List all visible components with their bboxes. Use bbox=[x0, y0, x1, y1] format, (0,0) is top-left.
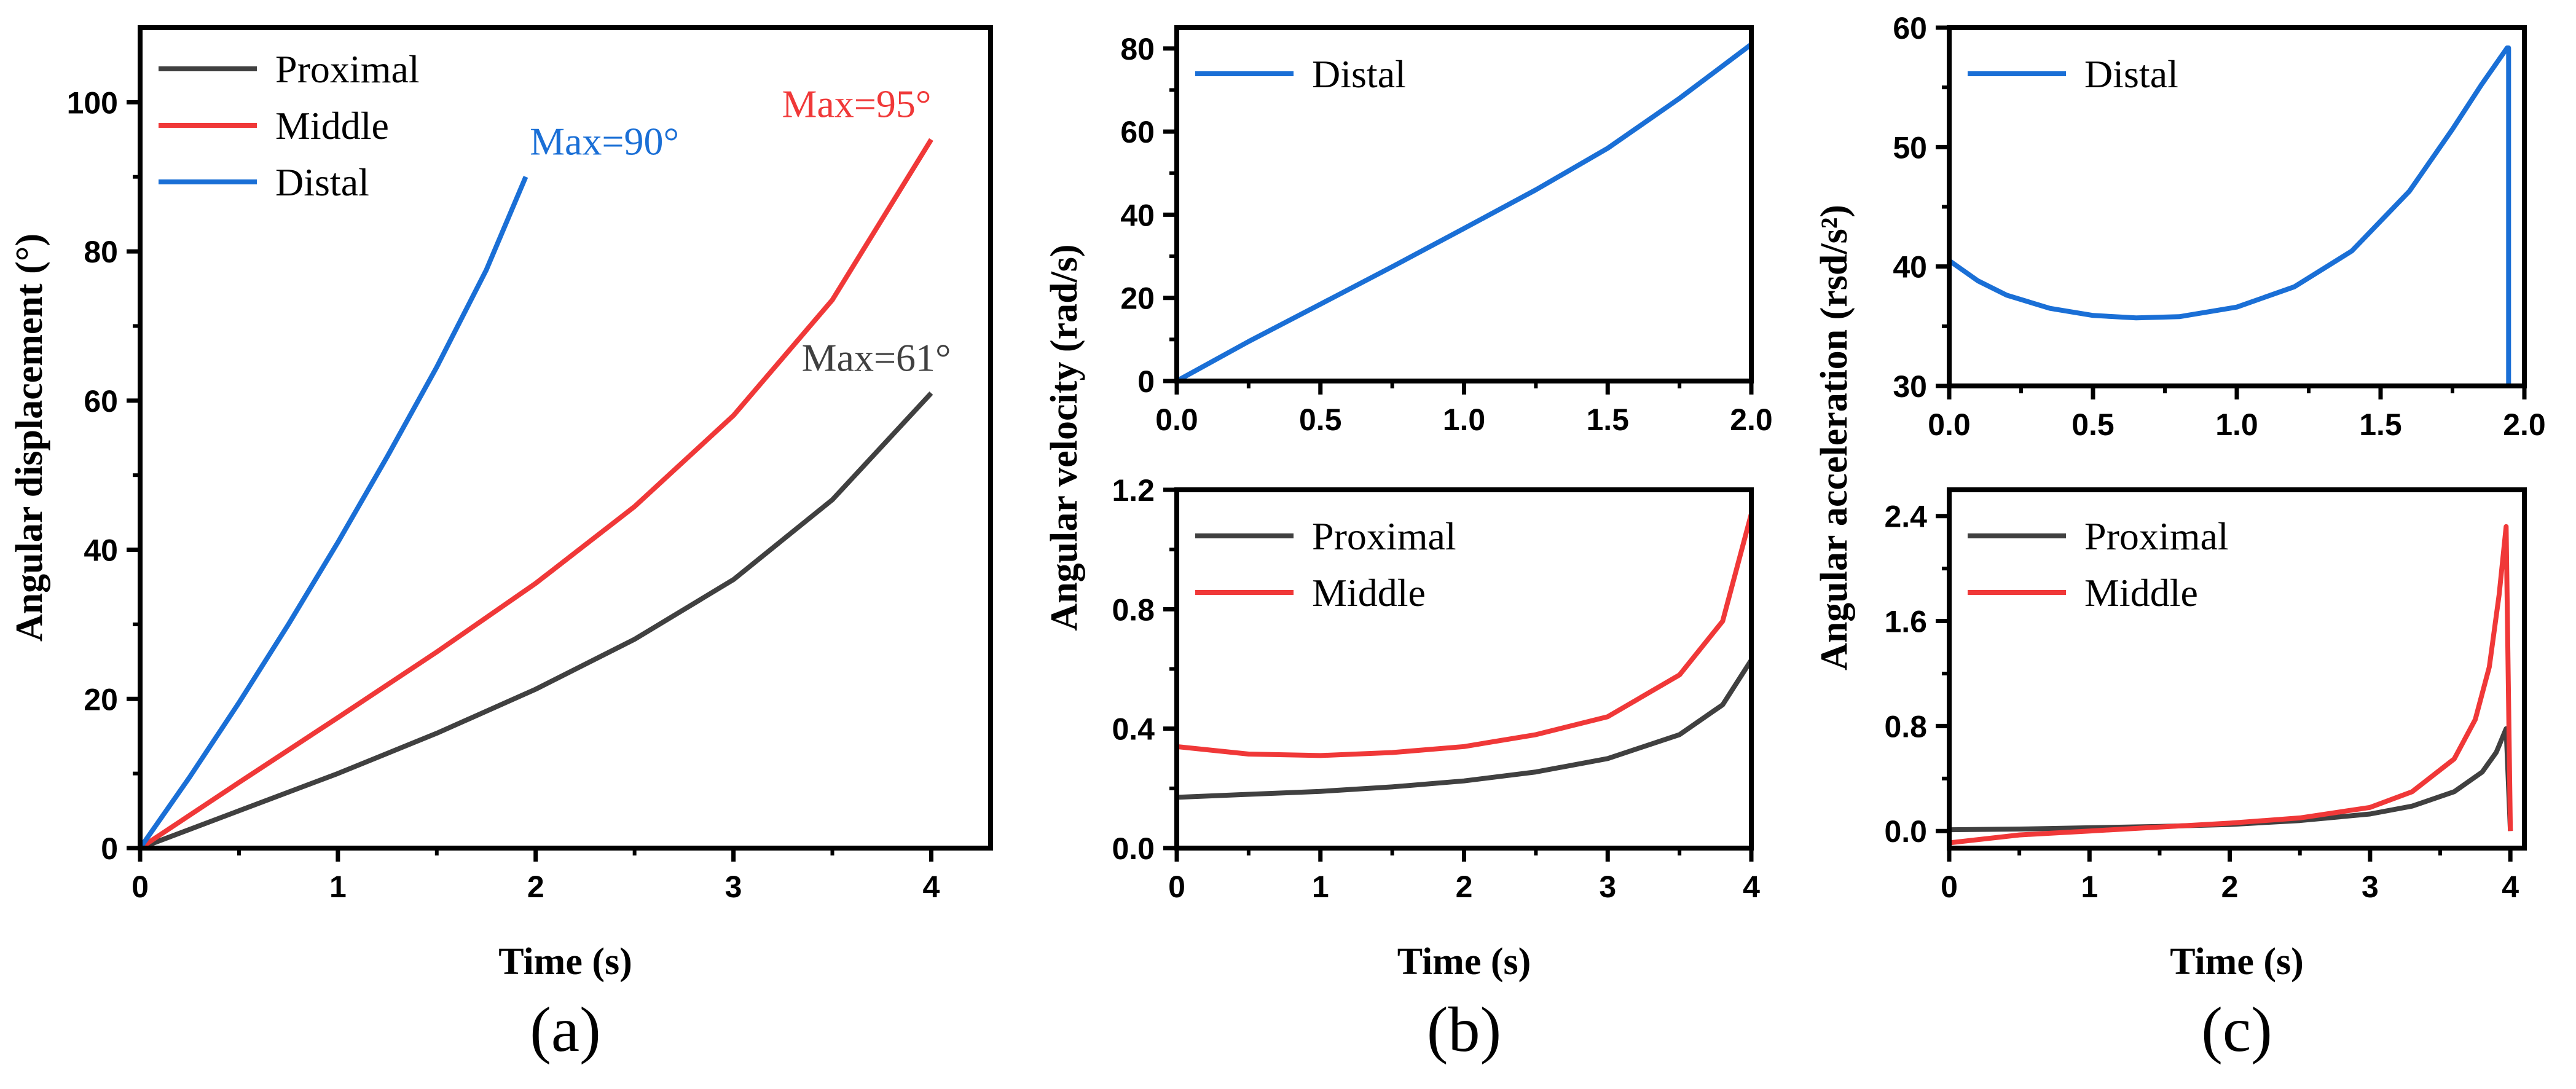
x-axis-title: Time (s) bbox=[1397, 941, 1531, 983]
y-axis-title: Angular acceleration (rsd/s²) bbox=[1813, 205, 1855, 670]
x-tick-label: 2.0 bbox=[2503, 407, 2546, 442]
y-tick-label: 40 bbox=[1120, 198, 1155, 232]
chart-panel-b-bottom: 0 1 2 3 4 0.0 0.4 0.8 1.2 Proximal Middle Time (s) A… bbox=[1043, 244, 1760, 1065]
series-line-proximal bbox=[1949, 726, 2513, 833]
series-line-proximal bbox=[1177, 658, 1751, 800]
x-tick-label: 4 bbox=[923, 870, 940, 904]
x-tick-label: 0 bbox=[132, 870, 149, 904]
legend-label-middle: Middle bbox=[2084, 571, 2198, 615]
charts-root: 0 1 2 3 4020406080100ProximalMiddleDistalMax… bbox=[9, 11, 2546, 1065]
y-tick-label: 50 bbox=[1893, 130, 1927, 165]
legend-label-distal: Distal bbox=[2084, 52, 2178, 96]
legend-label-distal: Distal bbox=[1312, 52, 1406, 96]
y-axis-title: Angular displacement (°) bbox=[9, 234, 50, 642]
x-tick-label: 3 bbox=[725, 870, 742, 904]
y-tick-label: 0.0 bbox=[1112, 831, 1155, 866]
plot-frame bbox=[1947, 487, 2527, 851]
chart-panel-b-top: 0.0 0.5 1.0 1.5 2.0 0 20 40 60 80 Distal bbox=[1120, 25, 1773, 437]
x-tick-label: 0.5 bbox=[1299, 403, 1342, 437]
x-tick-label: 4 bbox=[1743, 870, 1760, 904]
y-tick-label: 1.6 bbox=[1884, 605, 1927, 639]
chart-panel-a: 0 1 2 3 4020406080100ProximalMiddleDistalMax… bbox=[9, 25, 993, 1065]
legend-label-distal: Distal bbox=[275, 160, 369, 204]
x-axis-title: Time (s) bbox=[498, 941, 632, 983]
annotation-max: Max=95° bbox=[782, 82, 931, 126]
series-line-distal bbox=[1177, 42, 1751, 383]
x-tick-label: 1.5 bbox=[1586, 403, 1629, 437]
series-line-middle bbox=[1949, 524, 2513, 846]
x-tick-label: 2 bbox=[1456, 870, 1473, 904]
x-tick-label: 0.0 bbox=[1155, 403, 1198, 437]
x-tick-label: 2 bbox=[527, 870, 544, 904]
y-tick-label: 40 bbox=[1893, 250, 1927, 285]
x-tick-label: 1 bbox=[1312, 870, 1329, 904]
x-tick-label: 3 bbox=[1599, 870, 1616, 904]
y-tick-label: 0.4 bbox=[1112, 712, 1155, 747]
panel-label: (a) bbox=[530, 994, 600, 1065]
legend-label-middle: Middle bbox=[1312, 571, 1426, 615]
x-tick-label: 1 bbox=[329, 870, 347, 904]
x-tick-label: 2 bbox=[2221, 870, 2239, 904]
panel-label: (c) bbox=[2201, 994, 2272, 1065]
y-tick-label: 60 bbox=[84, 384, 118, 419]
legend-label-proximal: Proximal bbox=[1312, 514, 1456, 558]
series-line-middle bbox=[140, 138, 933, 851]
plot-frame bbox=[1174, 25, 1754, 383]
plot-frame bbox=[1947, 25, 2527, 388]
x-tick-label: 0.5 bbox=[2071, 407, 2115, 442]
annotation-max: Max=61° bbox=[802, 336, 951, 379]
x-tick-label: 4 bbox=[2502, 870, 2519, 904]
x-tick-label: 0 bbox=[1941, 870, 1958, 904]
y-tick-label: 80 bbox=[1120, 32, 1155, 66]
chart-panel-c-bottom: 0 1 2 3 4 0.0 0.8 1.6 2.4 Proximal Middle Time (s) A… bbox=[1813, 205, 2527, 1065]
series-line-middle bbox=[1177, 513, 1751, 758]
x-axis-title: Time (s) bbox=[2170, 941, 2304, 983]
x-tick-label: 1.0 bbox=[2215, 407, 2258, 442]
chart-panel-c-top: 0.0 0.5 1.0 1.5 2.0 30 40 50 60 Distal bbox=[1893, 11, 2545, 442]
x-tick-label: 1.5 bbox=[2359, 407, 2402, 442]
panel-label: (b) bbox=[1427, 994, 1501, 1065]
series-line-proximal bbox=[140, 391, 933, 851]
plot-frame bbox=[138, 25, 993, 851]
x-tick-label: 1.0 bbox=[1443, 403, 1486, 437]
y-tick-label: 0 bbox=[101, 831, 118, 866]
x-tick-label: 2.0 bbox=[1730, 403, 1773, 437]
y-tick-label: 60 bbox=[1120, 115, 1155, 149]
y-tick-label: 20 bbox=[84, 682, 118, 717]
legend-label-proximal: Proximal bbox=[2084, 514, 2229, 558]
x-tick-label: 3 bbox=[2362, 870, 2379, 904]
y-tick-label: 100 bbox=[67, 85, 118, 120]
x-tick-label: 0 bbox=[1168, 870, 1185, 904]
series-line-distal bbox=[1949, 45, 2511, 386]
legend-label-middle: Middle bbox=[275, 104, 389, 147]
y-tick-label: 0.8 bbox=[1112, 592, 1155, 627]
series-line-distal bbox=[140, 176, 528, 850]
y-tick-label: 60 bbox=[1893, 11, 1927, 45]
y-tick-label: 0 bbox=[1137, 364, 1155, 399]
y-tick-label: 2.4 bbox=[1884, 500, 1927, 534]
legend-label-proximal: Proximal bbox=[275, 47, 420, 91]
y-tick-label: 0.0 bbox=[1884, 814, 1927, 849]
y-tick-label: 20 bbox=[1120, 281, 1155, 316]
annotation-max: Max=90° bbox=[530, 119, 679, 163]
y-tick-label: 80 bbox=[84, 235, 118, 269]
y-axis-title: Angular velocity (rad/s) bbox=[1043, 244, 1085, 631]
y-tick-label: 0.8 bbox=[1884, 709, 1927, 744]
y-tick-label: 40 bbox=[84, 533, 118, 568]
y-tick-label: 1.2 bbox=[1112, 473, 1155, 508]
y-tick-label: 30 bbox=[1893, 369, 1927, 404]
x-tick-label: 0.0 bbox=[1928, 407, 1971, 442]
x-tick-label: 1 bbox=[2081, 870, 2098, 904]
